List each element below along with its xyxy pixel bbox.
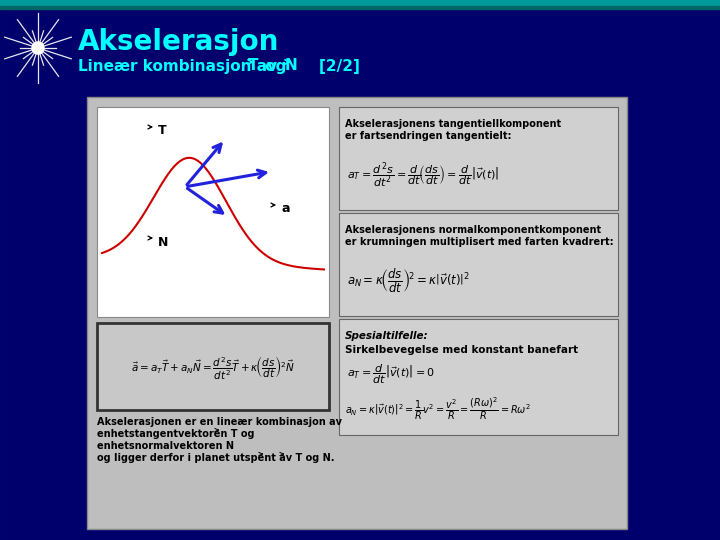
Bar xyxy=(97,323,329,410)
Text: $a_N = \kappa\left|\vec{v}(t)\right|^2 = \dfrac{1}{R}v^2 = \dfrac{v^2}{R} = \dfr: $a_N = \kappa\left|\vec{v}(t)\right|^2 =… xyxy=(345,396,531,422)
Text: Sirkelbevegelse med konstant banefart: Sirkelbevegelse med konstant banefart xyxy=(345,345,578,355)
Text: er krumningen multiplisert med farten kvadrert:: er krumningen multiplisert med farten kv… xyxy=(345,237,613,247)
Bar xyxy=(339,213,618,316)
Text: T: T xyxy=(158,125,166,138)
Text: a: a xyxy=(281,202,289,215)
Text: Lineær kombinasjon av: Lineær kombinasjon av xyxy=(78,58,282,73)
Bar xyxy=(0,0,720,6)
Text: Akselerasjonens normalkomponentkomponent: Akselerasjonens normalkomponentkomponent xyxy=(345,225,601,235)
Bar xyxy=(97,107,329,317)
Text: [2/2]: [2/2] xyxy=(298,58,360,73)
Text: enhetsnormalvektoren N: enhetsnormalvektoren N xyxy=(97,441,234,451)
Text: T: T xyxy=(248,58,258,73)
Text: N: N xyxy=(158,235,168,248)
Bar xyxy=(0,6,720,9)
Bar xyxy=(339,107,618,210)
Text: $a_T = \dfrac{d}{dt}\left|\vec{v}(t)\right| = 0$: $a_T = \dfrac{d}{dt}\left|\vec{v}(t)\rig… xyxy=(347,362,435,386)
Bar xyxy=(339,319,618,435)
Text: og: og xyxy=(260,58,292,73)
Text: $a_N = \kappa\!\left(\dfrac{ds}{dt}\right)^{\!2} = \kappa\left|\vec{v}(t)\right|: $a_N = \kappa\!\left(\dfrac{ds}{dt}\righ… xyxy=(347,267,470,295)
Text: enhetstangentvektoren T og: enhetstangentvektoren T og xyxy=(97,429,254,439)
Text: $a_T = \dfrac{d^{\,2}s}{dt^2} = \dfrac{d}{dt}\!\left(\dfrac{ds}{dt}\right) = \df: $a_T = \dfrac{d^{\,2}s}{dt^2} = \dfrac{d… xyxy=(347,160,500,190)
Text: Akselerasjonens tangentiellkomponent: Akselerasjonens tangentiellkomponent xyxy=(345,119,561,129)
Bar xyxy=(87,97,627,529)
Text: $\vec{a} = a_T\vec{T} + a_N\vec{N} = \dfrac{d^2s}{dt^2}\vec{T} + \kappa\!\left(\: $\vec{a} = a_T\vec{T} + a_N\vec{N} = \df… xyxy=(131,355,294,382)
Text: Akselerasjonen er en lineær kombinasjon av: Akselerasjonen er en lineær kombinasjon … xyxy=(97,417,342,427)
Text: er fartsendringen tangentielt:: er fartsendringen tangentielt: xyxy=(345,131,511,141)
Text: Akselerasjon: Akselerasjon xyxy=(78,28,279,56)
Text: og ligger derfor i planet utspent av T og N.: og ligger derfor i planet utspent av T o… xyxy=(97,453,335,463)
Text: N: N xyxy=(285,58,298,73)
Text: Spesialtilfelle:: Spesialtilfelle: xyxy=(345,331,428,341)
Circle shape xyxy=(32,42,44,54)
